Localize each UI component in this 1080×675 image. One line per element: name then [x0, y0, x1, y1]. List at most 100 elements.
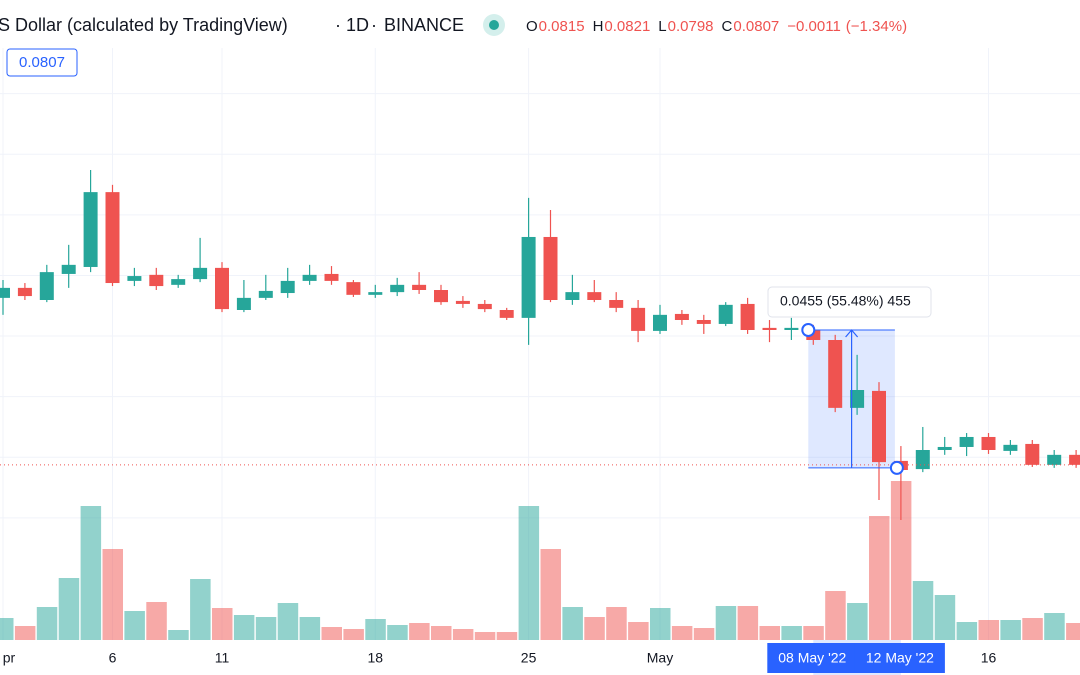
- x-tick-label: May: [647, 650, 673, 666]
- candle-body: [718, 304, 733, 324]
- volume-bar: [518, 506, 540, 640]
- candle-body: [1047, 454, 1062, 465]
- x-tick-label: pr: [3, 650, 16, 666]
- volume-bar: [0, 618, 14, 640]
- candle-body: [631, 307, 646, 331]
- volume-bar: [869, 516, 890, 640]
- volume-bar: [343, 629, 364, 640]
- change: −0.0011: [787, 18, 841, 35]
- candle-body: [346, 282, 361, 295]
- ohlc-key: C: [722, 18, 733, 35]
- candle-body: [565, 292, 580, 300]
- candle-body: [587, 292, 602, 300]
- candle-body: [105, 192, 120, 284]
- measure-handle: [801, 323, 816, 337]
- candle-body: [149, 274, 164, 287]
- volume-bar: [124, 611, 145, 640]
- candle-body: [193, 267, 208, 280]
- volume-bar: [562, 607, 583, 640]
- volume-bar: [233, 615, 255, 640]
- volume-bar: [912, 581, 934, 640]
- volume-bar: [102, 549, 123, 640]
- measure-handle: [889, 460, 904, 475]
- x-tick-label: 6: [109, 650, 117, 666]
- ohlc-key: L: [658, 18, 666, 35]
- volume-bar: [803, 626, 824, 640]
- candle-body: [368, 292, 383, 295]
- volume-bar: [890, 481, 912, 640]
- volume-bar: [80, 506, 102, 640]
- volume-bar: [409, 623, 430, 640]
- volume-bar: [671, 626, 693, 640]
- change-percent: (−1.34%): [846, 18, 907, 35]
- volume-bar: [14, 626, 36, 640]
- candle-body: [828, 340, 843, 408]
- candle-body: [609, 300, 624, 308]
- candle-body: [39, 272, 54, 300]
- volume-bar: [628, 622, 649, 640]
- volume-bar: [847, 603, 868, 640]
- candle-body: [521, 236, 536, 318]
- candle-body: [1069, 454, 1080, 465]
- candle-body: [674, 313, 689, 320]
- measure-label: 0.0455 (55.48%) 455: [780, 293, 911, 309]
- candle-body: [762, 327, 777, 330]
- volume-bar: [190, 579, 211, 640]
- volume-bar: [212, 608, 233, 640]
- candle-body: [0, 287, 10, 298]
- candle-body: [390, 284, 405, 293]
- candle-body: [499, 310, 514, 318]
- volume-bar: [387, 625, 408, 640]
- candle-body: [412, 284, 427, 290]
- status-dot: [489, 20, 499, 30]
- ohlc-value: 0.0798: [668, 18, 714, 35]
- x-tick-label: 16: [981, 650, 997, 666]
- candle-body: [258, 290, 273, 298]
- candle-body: [302, 274, 317, 281]
- x-tick-label: 18: [368, 650, 384, 666]
- sep: ·: [371, 15, 377, 35]
- candle-body: [872, 390, 886, 463]
- sep: ·: [335, 15, 341, 35]
- volume-bar: [36, 607, 58, 640]
- candle-body: [171, 279, 186, 285]
- measure-label-box: [767, 286, 932, 318]
- volume-bar: [255, 617, 277, 640]
- candle-body: [915, 450, 930, 470]
- volume-bar: [365, 619, 386, 640]
- candle-body: [806, 330, 821, 340]
- ohlc-value: 0.0821: [604, 18, 650, 35]
- candle-body: [236, 297, 251, 310]
- time-label: 12 May '22: [866, 650, 934, 666]
- volume-bar: [496, 632, 518, 640]
- volume-bar: [956, 622, 978, 640]
- candle-body: [1025, 443, 1040, 465]
- candle-body: [850, 390, 865, 408]
- volume-bar: [452, 629, 474, 640]
- volume-bar: [277, 603, 299, 640]
- header-bg: [0, 0, 1080, 48]
- candle-body: [959, 436, 974, 447]
- volume-bar: [431, 626, 452, 640]
- candle-body: [61, 264, 76, 274]
- time-label-box: [854, 643, 945, 673]
- volume-bar: [825, 591, 846, 640]
- time-label-box: [767, 643, 858, 673]
- volume-bar: [1044, 613, 1065, 640]
- volume-bar: [759, 626, 780, 640]
- candle-body: [740, 303, 755, 330]
- candle-body: [981, 436, 996, 450]
- volume-bar: [299, 617, 321, 640]
- exchange: BINANCE: [384, 15, 464, 35]
- volume-bar: [58, 578, 80, 640]
- candle-body: [653, 314, 667, 331]
- candle-body: [455, 300, 470, 304]
- volume-bar: [1022, 618, 1043, 640]
- volume-bar: [1066, 623, 1080, 640]
- volume-bar: [693, 628, 715, 640]
- candle-body: [937, 446, 952, 450]
- candle-body: [543, 236, 558, 300]
- volume-bar: [934, 595, 956, 640]
- volume-bar: [321, 627, 342, 640]
